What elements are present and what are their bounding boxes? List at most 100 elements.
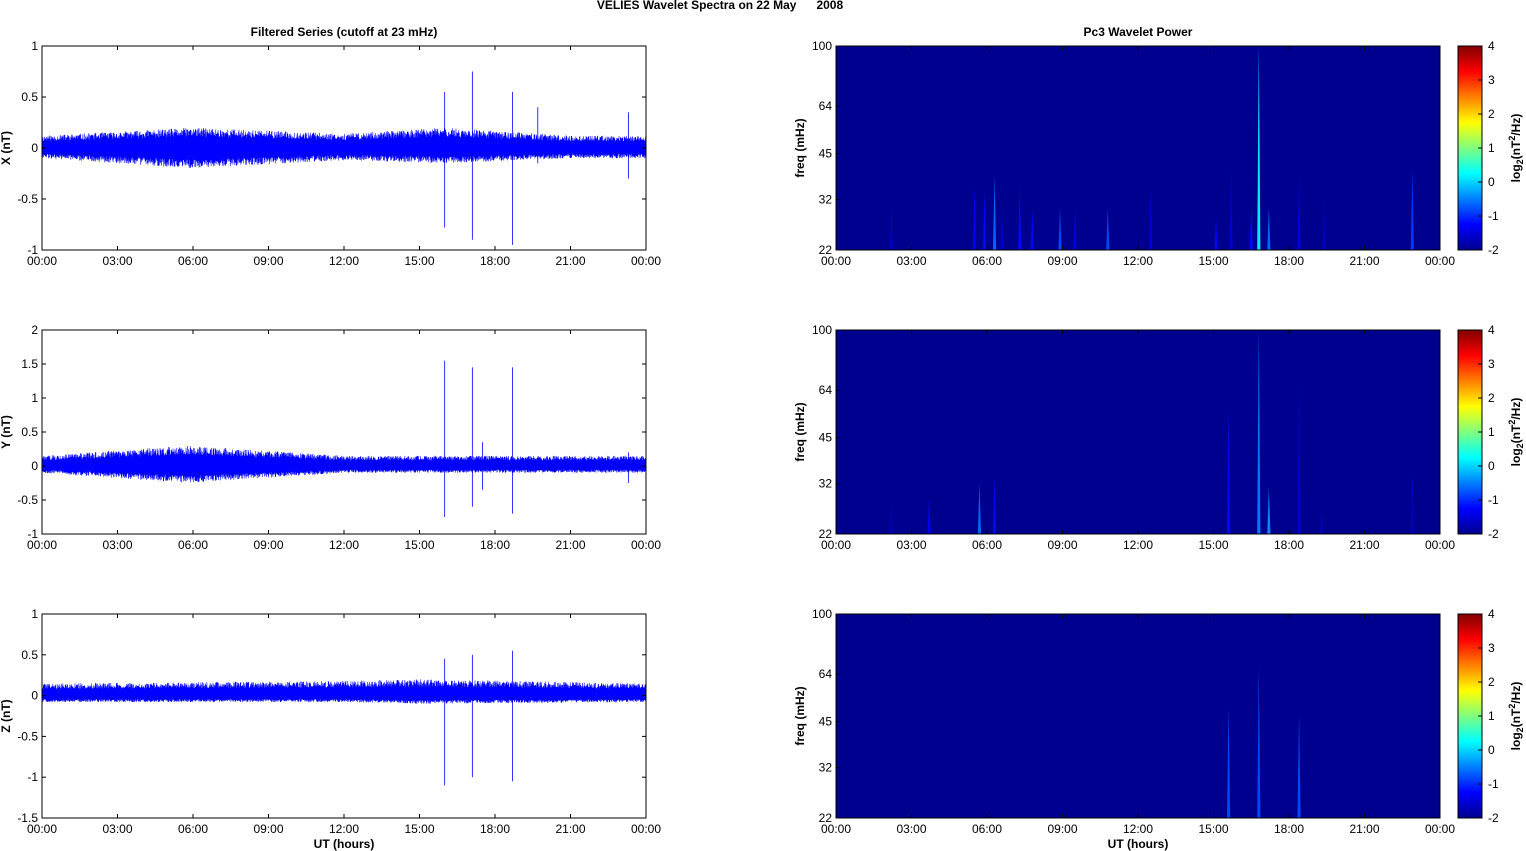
spectrogram-xtick-label: 00:00	[1425, 538, 1455, 552]
ytick-label: 32	[819, 761, 833, 775]
figure-title: VELIES Wavelet Spectra on 22 May 2008	[597, 0, 844, 12]
ytick-label: 0	[31, 141, 38, 155]
spectrogram-xtick-label: 12:00	[1123, 254, 1153, 268]
ytick-label: -1	[27, 527, 38, 541]
series-xtick-label: 09:00	[253, 254, 283, 268]
wavelet-burst	[1106, 208, 1110, 250]
colorbar-label-part: /Hz)	[1509, 114, 1523, 136]
colorbar-tick-label: 3	[1488, 73, 1495, 87]
ytick-label: -1.5	[17, 811, 38, 825]
wavelet-burst	[1073, 208, 1077, 250]
series-xtick-label: 12:00	[329, 538, 359, 552]
series-xtick-label: 06:00	[178, 822, 208, 836]
colorbar-label-part: 2	[1515, 443, 1525, 448]
wavelet-burst	[1030, 208, 1034, 250]
x-series-title: Filtered Series (cutoff at 23 mHz)	[251, 25, 438, 39]
spectrogram-xtick-label: 21:00	[1349, 254, 1379, 268]
spectrogram-xtick-label: 21:00	[1349, 822, 1379, 836]
series-xtick-label: 21:00	[555, 538, 585, 552]
wavelet-burst	[972, 183, 977, 250]
ytick-label: -1	[27, 243, 38, 257]
y-series-ylabel: Y (nT)	[0, 415, 13, 449]
colorbar-label-part: log	[1509, 448, 1523, 466]
series-xtick-label: 15:00	[404, 822, 434, 836]
series-xtick-label: 06:00	[178, 254, 208, 268]
colorbar-tick-label: 3	[1488, 641, 1495, 655]
spectrogram-xtick-label: 12:00	[1123, 822, 1153, 836]
series-xtick-label: 00:00	[631, 538, 661, 552]
x-spectrogram-panel: Pc3 Wavelet Power freq (mHz) 22324564100…	[793, 25, 1525, 268]
wavelet-burst	[992, 475, 997, 534]
colorbar-label: log2(nT2/Hz)	[1507, 398, 1525, 467]
spectrogram-background	[836, 330, 1440, 534]
colorbar-tick-label: 0	[1488, 743, 1495, 757]
spectrogram-xtick-label: 00:00	[821, 822, 851, 836]
wavelet-burst	[1249, 208, 1253, 250]
spectrogram-xtick-label: 15:00	[1198, 254, 1228, 268]
series-xtick-label: 15:00	[404, 254, 434, 268]
spectrogram-xtick-label: 06:00	[972, 822, 1002, 836]
colorbar-tick-label: -1	[1488, 777, 1499, 791]
spectrogram-xtick-label: 18:00	[1274, 254, 1304, 268]
z-series-xlabel: UT (hours)	[314, 837, 375, 851]
colorbar-label-part: 2	[1515, 159, 1525, 164]
ytick-label: 1.5	[21, 357, 38, 371]
series-xtick-label: 21:00	[555, 822, 585, 836]
colorbar-label-part: /Hz)	[1509, 682, 1523, 704]
x-series-ylabel: X (nT)	[0, 131, 13, 165]
ytick-label: 22	[819, 811, 833, 825]
colorbar-tick-label: 1	[1488, 141, 1495, 155]
series-xtick-label: 21:00	[555, 254, 585, 268]
wavelet-burst	[1214, 217, 1218, 250]
series-xtick-label: 03:00	[102, 822, 132, 836]
wavelet-burst	[1297, 176, 1301, 250]
signal-trace	[41, 127, 647, 168]
wavelet-burst	[1229, 169, 1233, 250]
ytick-label: 0.5	[21, 648, 38, 662]
colorbar-label-part: log	[1509, 732, 1523, 750]
ytick-label: 32	[819, 477, 833, 491]
spectrogram-xtick-label: 00:00	[1425, 822, 1455, 836]
plot-area	[42, 614, 646, 818]
ytick-label: -0.5	[17, 192, 38, 206]
colorbar-label: log2(nT2/Hz)	[1507, 114, 1525, 183]
spectrogram-xtick-label: 06:00	[972, 538, 1002, 552]
ytick-label: 45	[819, 715, 833, 729]
ytick-label: 22	[819, 527, 833, 541]
colorbar-tick-label: 0	[1488, 175, 1495, 189]
ytick-label: -1	[27, 770, 38, 784]
colorbar-label-part: 2	[1515, 727, 1525, 732]
series-xtick-label: 00:00	[27, 538, 57, 552]
series-xtick-label: 09:00	[253, 822, 283, 836]
series-xtick-label: 00:00	[27, 822, 57, 836]
ytick-label: 22	[819, 243, 833, 257]
wavelet-burst	[1297, 378, 1301, 534]
y-spectrogram-ylabel: freq (mHz)	[793, 402, 807, 461]
colorbar-tick-label: -2	[1488, 243, 1499, 257]
ytick-label: 1	[31, 607, 38, 621]
colorbar-label-part: (nT	[1509, 140, 1523, 159]
wavelet-burst	[1410, 467, 1414, 534]
z-spectrogram-ylabel: freq (mHz)	[793, 686, 807, 745]
wavelet-burst	[1267, 487, 1271, 534]
series-xtick-label: 00:00	[27, 254, 57, 268]
colorbar-label: log2(nT2/Hz)	[1507, 682, 1525, 751]
wavelet-burst	[1018, 187, 1022, 250]
spectrogram-xtick-label: 18:00	[1274, 822, 1304, 836]
wavelet-burst	[1148, 187, 1153, 250]
colorbar-tick-label: 4	[1488, 607, 1495, 621]
series-xtick-label: 03:00	[102, 254, 132, 268]
wavelet-burst	[1297, 712, 1301, 818]
wavelet-burst	[992, 176, 997, 250]
wavelet-burst	[1257, 46, 1261, 250]
spectrogram-xtick-label: 03:00	[896, 254, 926, 268]
spectrogram-xtick-label: 03:00	[896, 538, 926, 552]
wavelet-burst	[1320, 511, 1324, 534]
plot-area	[42, 330, 646, 534]
series-xtick-label: 00:00	[631, 822, 661, 836]
spectrogram-xtick-label: 09:00	[1047, 822, 1077, 836]
spectrogram-xtick-label: 00:00	[821, 538, 851, 552]
